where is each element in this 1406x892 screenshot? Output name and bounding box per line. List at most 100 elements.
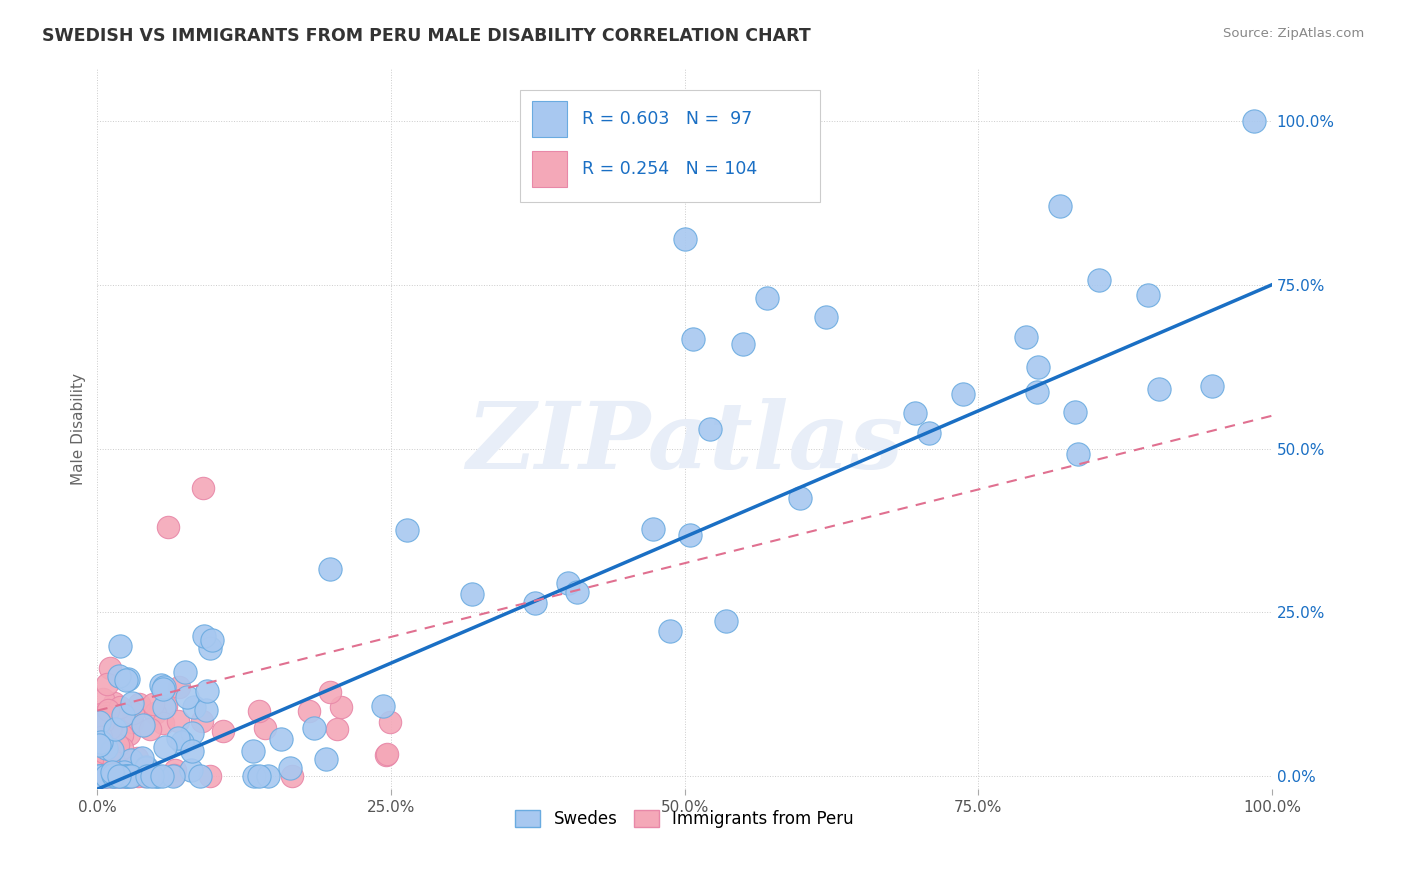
Point bbox=[87, 769, 110, 783]
Point bbox=[89, 769, 111, 783]
Point bbox=[111, 769, 134, 783]
Point bbox=[94, 769, 117, 783]
Point bbox=[90, 725, 112, 739]
Point bbox=[156, 520, 179, 534]
Text: R = 0.603   N =  97: R = 0.603 N = 97 bbox=[582, 110, 752, 128]
Point bbox=[112, 708, 135, 723]
Point bbox=[117, 769, 139, 783]
Point bbox=[714, 614, 737, 628]
Point bbox=[94, 740, 117, 755]
Point bbox=[155, 740, 177, 755]
Point bbox=[94, 769, 117, 783]
Point bbox=[1243, 114, 1265, 128]
Point bbox=[94, 706, 117, 721]
Point bbox=[146, 769, 169, 783]
Point bbox=[1025, 385, 1047, 400]
Point bbox=[96, 769, 118, 783]
Point bbox=[142, 697, 165, 711]
Point bbox=[523, 596, 546, 610]
Point bbox=[90, 769, 112, 783]
Point bbox=[1026, 360, 1049, 375]
Point bbox=[179, 763, 201, 777]
Point bbox=[378, 714, 401, 729]
Point bbox=[111, 740, 134, 755]
Point bbox=[118, 727, 141, 741]
Point bbox=[90, 719, 112, 733]
Point bbox=[94, 769, 117, 783]
Point bbox=[904, 406, 927, 420]
Point bbox=[96, 769, 118, 783]
Point bbox=[114, 769, 136, 783]
Point bbox=[183, 700, 205, 714]
Point bbox=[90, 735, 112, 749]
Point bbox=[125, 750, 148, 764]
Point bbox=[162, 769, 184, 783]
Point bbox=[121, 769, 143, 783]
Point bbox=[167, 731, 190, 746]
Point bbox=[108, 700, 131, 714]
Point bbox=[94, 769, 117, 783]
Point bbox=[1049, 199, 1071, 213]
Point bbox=[89, 763, 111, 777]
Point bbox=[141, 769, 163, 783]
Point bbox=[176, 690, 198, 704]
Point bbox=[115, 769, 138, 783]
Point bbox=[201, 632, 224, 647]
Point bbox=[107, 769, 129, 783]
Point bbox=[1201, 378, 1223, 392]
Point bbox=[125, 758, 148, 772]
Point bbox=[135, 761, 157, 775]
Point bbox=[93, 746, 115, 760]
Point bbox=[326, 722, 349, 736]
Point bbox=[96, 677, 118, 691]
Point bbox=[319, 684, 342, 698]
Point bbox=[111, 728, 134, 742]
Point bbox=[181, 744, 204, 758]
Point bbox=[249, 769, 271, 783]
Point bbox=[108, 640, 131, 654]
Point bbox=[1015, 329, 1038, 343]
Text: SWEDISH VS IMMIGRANTS FROM PERU MALE DISABILITY CORRELATION CHART: SWEDISH VS IMMIGRANTS FROM PERU MALE DIS… bbox=[42, 27, 811, 45]
Point bbox=[1136, 288, 1159, 302]
Point bbox=[91, 769, 114, 783]
Point bbox=[98, 769, 121, 783]
Point bbox=[118, 769, 141, 783]
Point bbox=[641, 522, 664, 536]
Point bbox=[100, 751, 122, 765]
Point bbox=[280, 760, 302, 774]
Point bbox=[100, 721, 122, 735]
Point bbox=[789, 491, 811, 505]
Point bbox=[135, 759, 157, 773]
Point bbox=[87, 715, 110, 730]
Point bbox=[150, 769, 173, 783]
Point bbox=[117, 672, 139, 686]
Point bbox=[100, 769, 122, 783]
Point bbox=[105, 766, 128, 780]
Point bbox=[108, 769, 131, 783]
Point bbox=[699, 422, 721, 436]
Point bbox=[143, 706, 166, 720]
Point bbox=[120, 753, 142, 767]
Point bbox=[658, 624, 681, 638]
Point bbox=[105, 769, 128, 783]
Point bbox=[101, 769, 124, 783]
Point bbox=[253, 721, 276, 735]
Point bbox=[91, 691, 114, 706]
Point bbox=[170, 735, 193, 749]
Point bbox=[212, 723, 235, 738]
Point bbox=[152, 716, 174, 731]
Point bbox=[100, 765, 122, 780]
Point bbox=[460, 587, 482, 601]
Point bbox=[242, 744, 264, 758]
Point bbox=[87, 769, 110, 783]
Point bbox=[167, 714, 190, 728]
Point bbox=[193, 629, 215, 643]
Point bbox=[103, 769, 125, 783]
Text: Source: ZipAtlas.com: Source: ZipAtlas.com bbox=[1223, 27, 1364, 40]
Point bbox=[122, 769, 145, 783]
Point bbox=[1147, 382, 1170, 396]
Point bbox=[298, 704, 321, 718]
Point bbox=[194, 703, 217, 717]
Point bbox=[1087, 273, 1109, 287]
Point bbox=[100, 764, 122, 779]
